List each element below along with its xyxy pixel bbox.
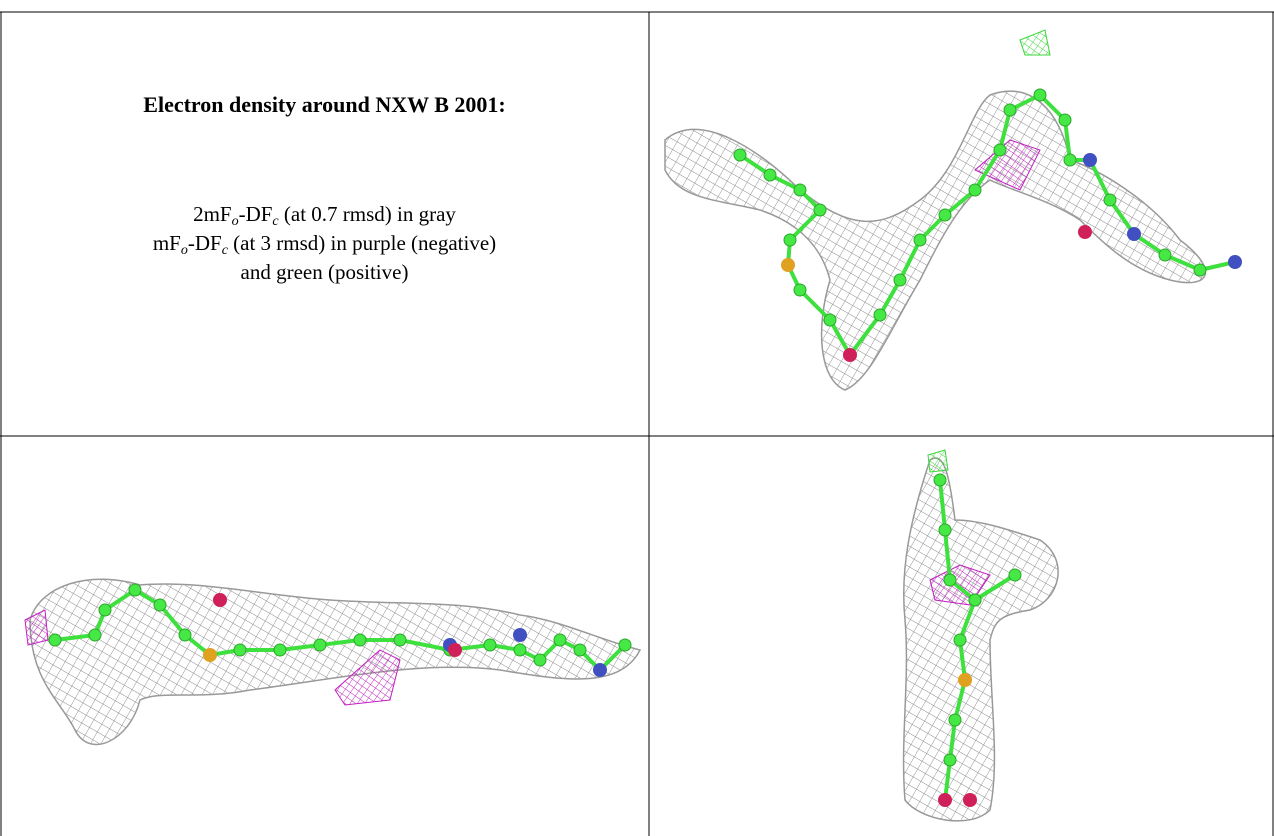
atom bbox=[1004, 104, 1016, 116]
atom bbox=[939, 209, 951, 221]
atom bbox=[969, 594, 981, 606]
atom bbox=[1159, 249, 1171, 261]
mesh-positive bbox=[1020, 30, 1050, 55]
legend-line: 2mFo-DFc (at 0.7 rmsd) in gray bbox=[0, 200, 649, 228]
atom bbox=[1228, 255, 1242, 269]
atom bbox=[1059, 114, 1071, 126]
atom bbox=[354, 634, 366, 646]
atom bbox=[513, 628, 527, 642]
text: 2mF bbox=[193, 202, 232, 226]
atom bbox=[234, 644, 246, 656]
atom bbox=[619, 639, 631, 651]
atom bbox=[958, 673, 972, 687]
atom bbox=[794, 184, 806, 196]
text: -DF bbox=[188, 231, 222, 255]
atom bbox=[894, 274, 906, 286]
atom bbox=[1034, 89, 1046, 101]
text: (at 3 rmsd) in purple (negative) bbox=[228, 231, 496, 255]
atom bbox=[394, 634, 406, 646]
mesh bbox=[665, 91, 1205, 390]
atom bbox=[969, 184, 981, 196]
atom bbox=[514, 644, 526, 656]
atom bbox=[179, 629, 191, 641]
atom bbox=[784, 234, 796, 246]
atom bbox=[843, 348, 857, 362]
atom bbox=[1083, 153, 1097, 167]
atom bbox=[938, 793, 952, 807]
page: Electron density around NXW B 2001: 2mFo… bbox=[0, 0, 1274, 836]
mesh bbox=[904, 458, 1059, 821]
atom bbox=[734, 149, 746, 161]
atom bbox=[824, 314, 836, 326]
atom bbox=[129, 584, 141, 596]
legend-line: mFo-DFc (at 3 rmsd) in purple (negative) bbox=[0, 229, 649, 257]
atom bbox=[1194, 264, 1206, 276]
mesh-positive bbox=[928, 450, 948, 472]
atom bbox=[1064, 154, 1076, 166]
atom bbox=[554, 634, 566, 646]
atom bbox=[448, 643, 462, 657]
atom bbox=[944, 574, 956, 586]
atom bbox=[213, 593, 227, 607]
atom bbox=[1078, 225, 1092, 239]
atom bbox=[814, 204, 826, 216]
text: mF bbox=[153, 231, 181, 255]
density-view-2 bbox=[25, 579, 640, 744]
atom bbox=[914, 234, 926, 246]
text: (at 0.7 rmsd) in gray bbox=[279, 202, 456, 226]
atom bbox=[1104, 194, 1116, 206]
atom bbox=[874, 309, 886, 321]
text: -DF bbox=[239, 202, 273, 226]
atom bbox=[99, 604, 111, 616]
atom bbox=[1127, 227, 1141, 241]
density-view-3 bbox=[904, 450, 1059, 821]
atom bbox=[764, 169, 776, 181]
figure-table bbox=[0, 0, 1274, 836]
atom bbox=[593, 663, 607, 677]
atom bbox=[1009, 569, 1021, 581]
atom bbox=[484, 639, 496, 651]
atom bbox=[89, 629, 101, 641]
subscript: o bbox=[181, 243, 188, 258]
atom bbox=[574, 644, 586, 656]
atom bbox=[314, 639, 326, 651]
density-view-1 bbox=[665, 30, 1235, 390]
atom bbox=[963, 793, 977, 807]
title: Electron density around NXW B 2001: bbox=[0, 92, 649, 118]
mesh bbox=[30, 579, 640, 744]
atom bbox=[994, 144, 1006, 156]
atom bbox=[944, 754, 956, 766]
atom bbox=[939, 524, 951, 536]
atom bbox=[203, 648, 217, 662]
atom bbox=[934, 474, 946, 486]
atom bbox=[154, 599, 166, 611]
atom bbox=[534, 654, 546, 666]
legend-line: and green (positive) bbox=[0, 258, 649, 286]
atom bbox=[794, 284, 806, 296]
atom bbox=[274, 644, 286, 656]
atom bbox=[949, 714, 961, 726]
atom bbox=[49, 634, 61, 646]
atom bbox=[781, 258, 795, 272]
table-borders bbox=[0, 12, 1274, 836]
atom bbox=[954, 634, 966, 646]
subscript: o bbox=[232, 214, 239, 229]
